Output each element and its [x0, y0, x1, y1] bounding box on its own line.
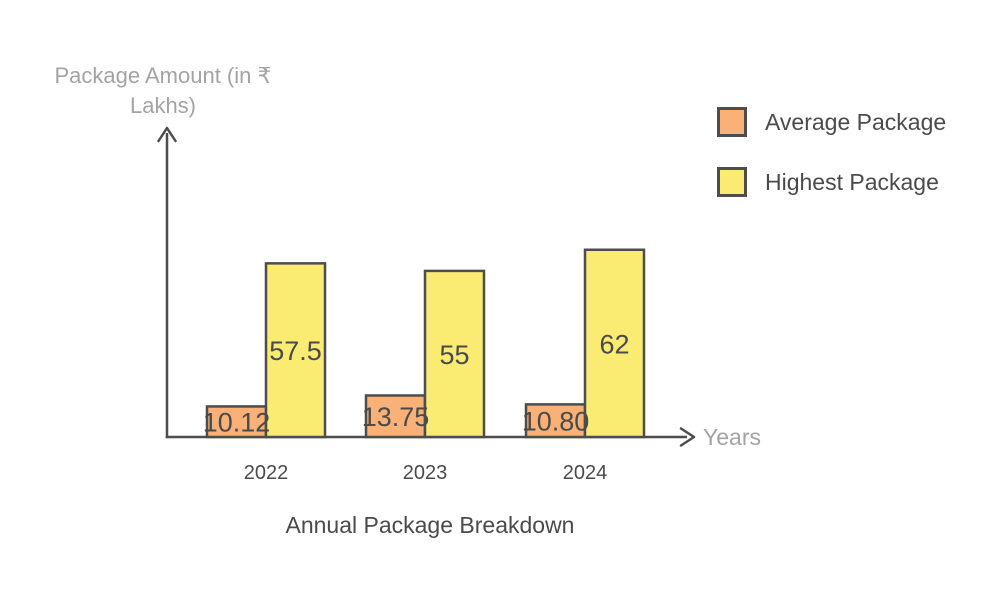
- legend-item-average-package: Average Package: [717, 104, 946, 140]
- legend-swatch-average-package-icon: [717, 107, 747, 137]
- legend-item-highest-package: Highest Package: [717, 164, 946, 200]
- legend: Average Package Highest Package: [717, 104, 946, 200]
- bar-highest-package-2022: [264, 262, 327, 439]
- chart-title: Annual Package Breakdown: [285, 512, 575, 538]
- y-axis-label: Package Amount (in ₹ Lakhs): [54, 63, 272, 118]
- bar-value-label-2022: 10.12: [203, 408, 271, 438]
- x-axis-label: Years: [703, 424, 761, 450]
- x-tick-label-2023: 2023: [403, 462, 448, 484]
- x-tick-label-2024: 2024: [563, 462, 608, 484]
- bar-average-package-2022: [205, 405, 268, 439]
- bar-value-label-2023: 13.75: [362, 402, 430, 432]
- bar-value-label-2024: 10.80: [522, 407, 590, 437]
- bar-value-label-2022: 57.5: [269, 336, 322, 366]
- legend-label-average-package: Average Package: [765, 108, 947, 135]
- x-axis-arrow-icon: [679, 427, 696, 447]
- bar-highest-package-2023: [423, 269, 486, 439]
- legend-label-highest-package: Highest Package: [765, 168, 939, 195]
- bar-average-package-2023: [364, 394, 427, 439]
- bar-highest-package-2024: [583, 248, 646, 439]
- legend-swatch-highest-package-icon: [717, 167, 747, 197]
- x-tick-label-2022: 2022: [244, 462, 289, 484]
- y-axis-arrow-icon: [157, 126, 177, 143]
- bar-value-label-2024: 62: [599, 329, 629, 359]
- bar-value-label-2023: 55: [439, 340, 469, 370]
